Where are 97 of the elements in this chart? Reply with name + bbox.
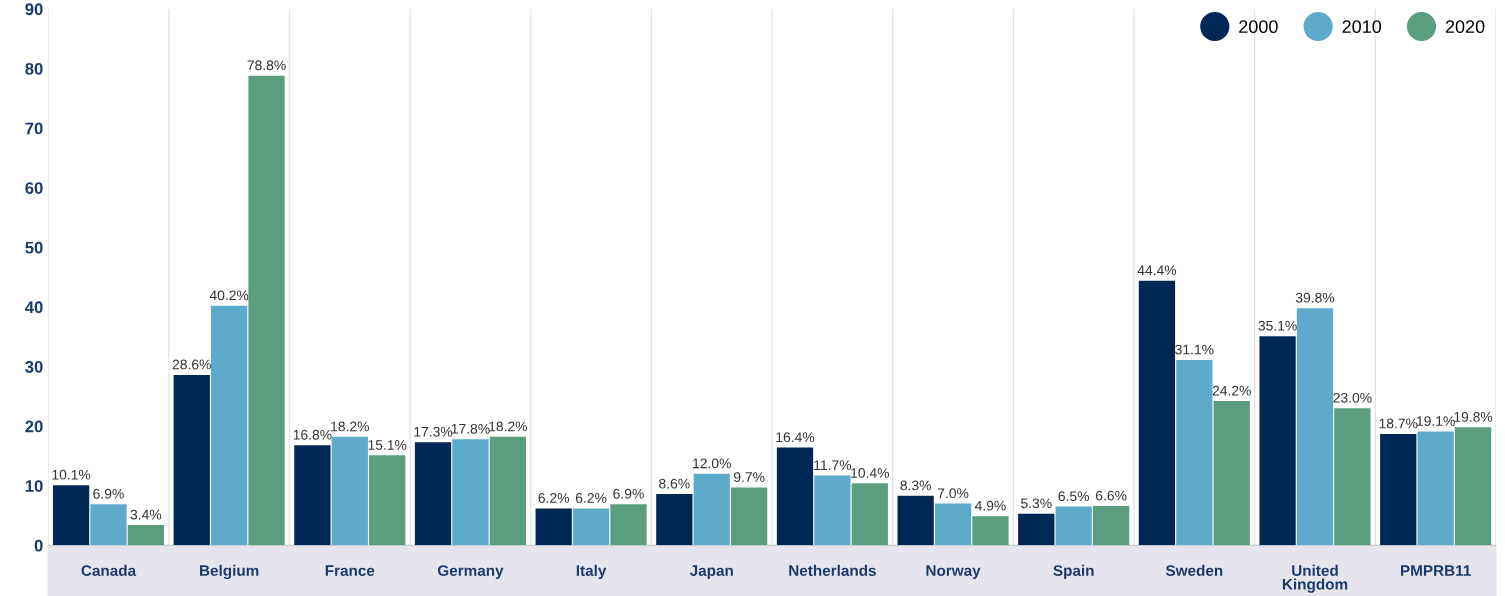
bar (972, 516, 1009, 546)
y-tick-label: 20 (25, 420, 43, 433)
bar (572, 508, 610, 546)
bar (1380, 433, 1417, 546)
bar (331, 436, 368, 546)
bar (814, 475, 851, 546)
bar (1176, 359, 1213, 546)
data-label: 11.7% (814, 460, 852, 471)
bar (452, 439, 489, 546)
legend-label: 2010 (1342, 20, 1382, 34)
bar (1213, 401, 1250, 546)
data-label: 18.2% (331, 421, 369, 432)
bar (414, 442, 452, 546)
bar (535, 508, 572, 546)
x-tick-label: Sweden (1165, 564, 1223, 577)
bar (1055, 506, 1092, 546)
bar (1334, 408, 1371, 546)
x-tick-label: Belgium (200, 564, 259, 580)
y-tick-label: 60 (25, 182, 43, 194)
x-tick-label: Spain (1053, 564, 1094, 580)
data-label: 5.3% (1021, 498, 1052, 509)
data-label: 16.4% (776, 432, 815, 443)
data-label: 18.7% (1379, 418, 1418, 429)
data-label: 6.2% (575, 493, 607, 503)
data-label: 4.9% (974, 500, 1006, 511)
data-label: 10.4% (851, 468, 889, 478)
legend-label: 2000 (1239, 20, 1278, 34)
bar (693, 473, 730, 546)
data-label: 10.1% (52, 469, 91, 480)
data-label: 16.8% (293, 429, 332, 440)
y-tick-label: 0 (34, 539, 43, 552)
data-label: 8.3% (900, 480, 931, 491)
data-label: 18.2% (489, 421, 528, 432)
y-tick-label: 30 (25, 360, 43, 373)
bar (489, 436, 526, 546)
bar (851, 483, 888, 546)
x-tick-label: Canada (81, 564, 137, 577)
data-label: 6.2% (538, 493, 570, 503)
data-label: 28.6% (172, 359, 211, 370)
data-label: 78.8% (247, 60, 286, 71)
bar (1259, 336, 1296, 546)
data-label: 12.0% (693, 458, 731, 469)
data-label: 24.2% (1212, 385, 1251, 396)
x-tick-label: Norway (926, 565, 981, 580)
data-label: 15.1% (368, 440, 407, 450)
bar (1018, 513, 1055, 546)
data-label: 6.5% (1058, 491, 1090, 502)
data-label: 3.4% (130, 509, 162, 520)
data-label: 19.8% (1454, 411, 1493, 422)
y-tick-label: 70 (25, 122, 43, 135)
bar (1138, 280, 1176, 546)
y-tick-label: 40 (25, 301, 43, 314)
data-label: 6.9% (613, 488, 644, 499)
bar (1417, 431, 1454, 546)
y-tick-label: 50 (25, 241, 43, 254)
x-tick-label: Germany (437, 565, 504, 580)
data-label: 17.8% (451, 423, 490, 434)
x-tick-label: Japan (689, 565, 733, 580)
data-label: 23.0% (1333, 392, 1372, 403)
bar (1454, 427, 1492, 546)
bar (173, 374, 210, 546)
x-tick-label: Netherlands (789, 564, 876, 577)
bar (90, 504, 127, 546)
x-tick-label: Italy (576, 564, 607, 580)
data-label: 17.3% (414, 426, 453, 437)
bar (52, 485, 90, 546)
data-label: 19.1% (1417, 416, 1455, 426)
legend-label: 2020 (1445, 20, 1485, 34)
y-tick-label: 90 (25, 3, 43, 16)
bar (127, 525, 165, 546)
bar (369, 455, 406, 546)
data-label: 39.8% (1295, 292, 1335, 303)
bar (1092, 506, 1130, 546)
data-label: 7.0% (937, 488, 969, 499)
y-tick-label: 80 (25, 62, 43, 75)
data-label: 6.9% (93, 488, 124, 499)
x-tick-label: France (325, 565, 375, 577)
data-label: 35.1% (1258, 320, 1297, 331)
x-tick-label: PMPRB11 (1401, 565, 1471, 576)
bar (656, 494, 693, 546)
data-label: 40.2% (209, 290, 249, 301)
data-label: 44.4% (1137, 265, 1177, 276)
data-label: 8.6% (659, 478, 690, 489)
x-tick-label: United Kingdom (1282, 564, 1348, 593)
bar (934, 503, 972, 546)
data-label: 31.1% (1175, 344, 1214, 355)
data-label: 9.7% (733, 472, 765, 483)
bar (294, 445, 331, 546)
bar (897, 495, 934, 546)
bar (211, 305, 248, 546)
data-label: 6.6% (1095, 490, 1127, 501)
bar (731, 487, 768, 546)
y-tick-label: 10 (25, 480, 43, 492)
bar (776, 447, 814, 546)
bar (248, 75, 285, 546)
bar (1296, 308, 1334, 546)
bar (610, 504, 647, 546)
